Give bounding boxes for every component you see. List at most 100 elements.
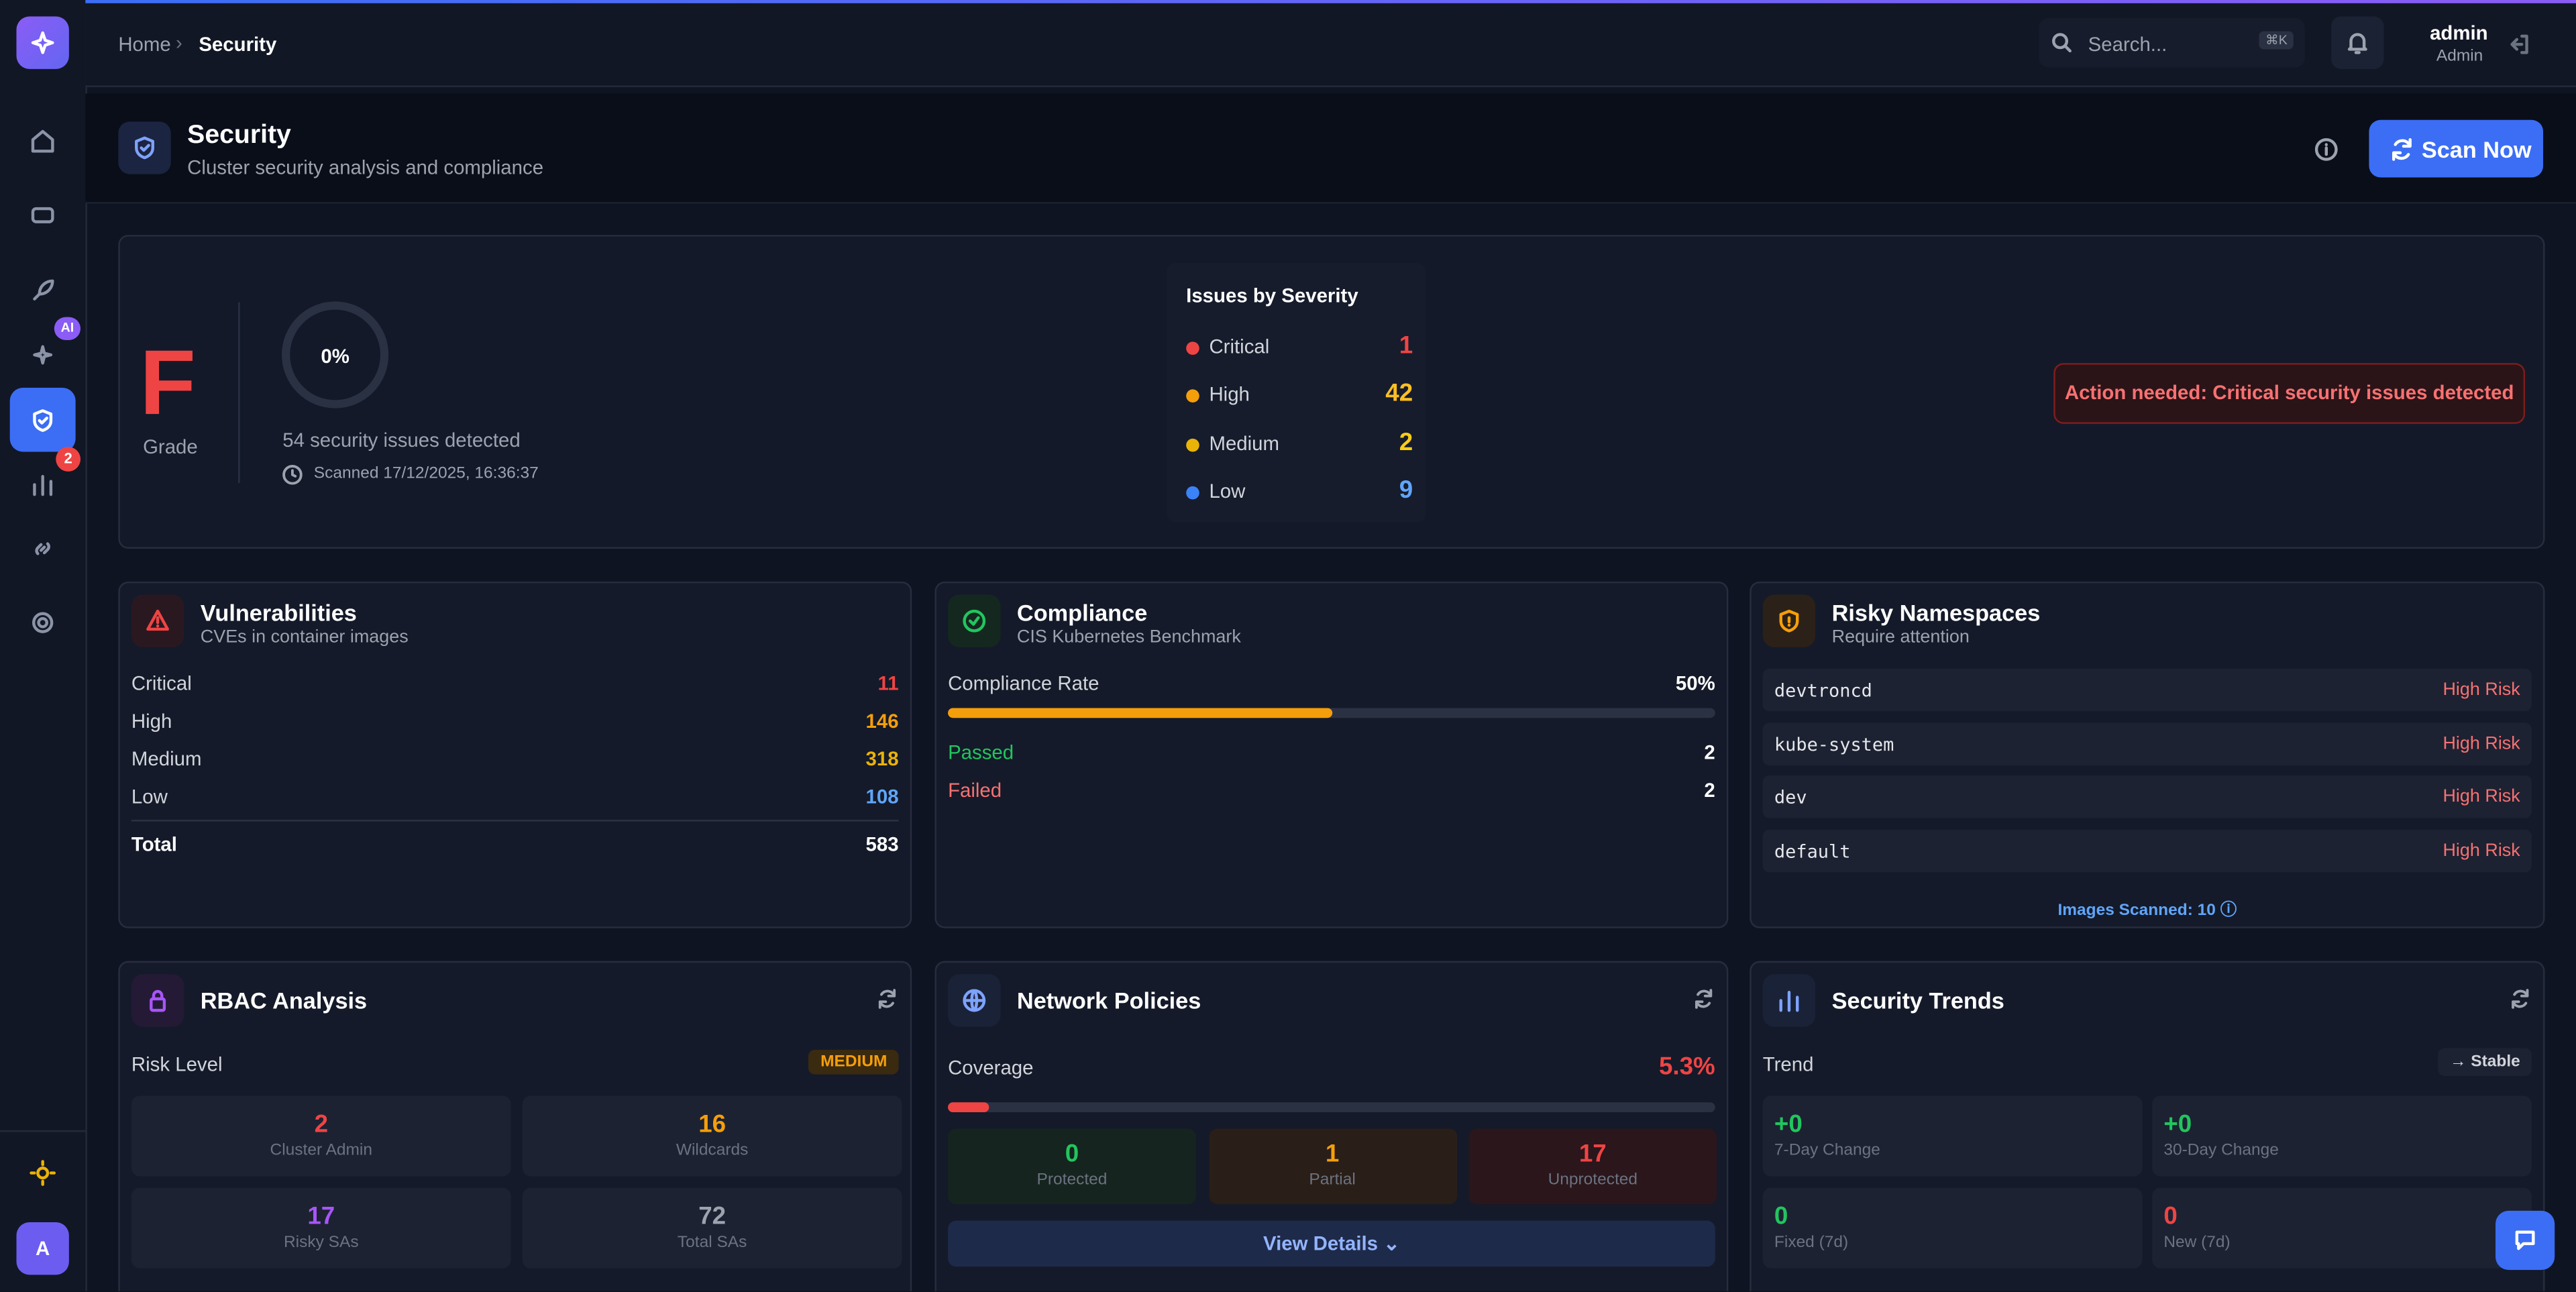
user-name: admin	[2430, 21, 2488, 45]
card-title: Vulnerabilities	[200, 599, 357, 627]
nav-metrics[interactable]	[16, 470, 68, 499]
severity-dot	[1186, 390, 1199, 403]
theme-toggle[interactable]	[16, 1159, 68, 1188]
view-details-text: View Details	[1263, 1232, 1379, 1256]
trend-stat: 0 New (7d)	[2152, 1187, 2532, 1269]
refresh[interactable]	[2509, 987, 2532, 1010]
nav-security[interactable]	[9, 387, 76, 452]
scan-now-button[interactable]: Scan Now	[2369, 119, 2544, 178]
namespace-risk: High Risk	[2443, 787, 2520, 807]
refresh[interactable]	[1692, 987, 1715, 1010]
chat-button[interactable]	[2496, 1210, 2555, 1271]
coverage-value: 5.3%	[1658, 1053, 1715, 1081]
view-details-label: View Details ⌄	[1263, 1232, 1400, 1256]
vuln-row: Medium 318	[131, 747, 899, 773]
network-stat: 1 Partial	[1208, 1128, 1457, 1205]
info-button[interactable]	[2312, 135, 2341, 164]
rate-bar	[948, 708, 1332, 718]
severity-count: 1	[1399, 331, 1413, 360]
rbac-stat: 17 Risky SAs	[131, 1187, 511, 1269]
risk-badge: MEDIUM	[808, 1049, 899, 1075]
stat-value: 17	[307, 1202, 335, 1231]
breadcrumb-home[interactable]: Home	[118, 32, 171, 56]
namespace-row: dev High Risk	[1762, 775, 2532, 819]
severity-panel: Issues by Severity Critical 1 High 42 Medium…	[1166, 262, 1426, 523]
severity-label: Low	[1209, 479, 1246, 503]
compliance-card: Compliance CIS Kubernetes Benchmark Comp…	[934, 581, 1729, 928]
network-stat: 17 Unprotected	[1468, 1128, 1717, 1205]
stat-value: 0	[1774, 1202, 1788, 1231]
stat-label: New (7d)	[2163, 1234, 2231, 1252]
namespaces-icon	[1762, 594, 1816, 647]
scan-now-label: Scan Now	[2421, 136, 2532, 163]
namespace-row: devtroncd High Risk	[1762, 668, 2532, 712]
compliance-label: Passed	[948, 741, 1014, 764]
card-subtitle: CIS Kubernetes Benchmark	[1016, 627, 1241, 647]
header-icon	[118, 121, 171, 174]
severity-dot	[1186, 486, 1199, 500]
nav-links[interactable]	[16, 534, 68, 563]
card-subtitle: CVEs in container images	[200, 627, 409, 647]
rate-label: Compliance Rate	[948, 671, 1099, 695]
total-label: Total	[131, 832, 177, 856]
card-title: Security Trends	[1831, 987, 2004, 1014]
namespace-risk: High Risk	[2443, 841, 2520, 861]
logout[interactable]	[2504, 30, 2533, 59]
namespace-row: default High Risk	[1762, 829, 2532, 872]
card-subtitle: Require attention	[1831, 627, 1970, 647]
stat-value: +0	[1774, 1110, 1803, 1139]
avatar[interactable]: A	[16, 1222, 69, 1275]
nav-settings[interactable]	[16, 608, 68, 637]
vuln-value: 146	[865, 709, 899, 733]
grade-label: Grade	[143, 435, 198, 459]
card-title: Compliance	[1016, 599, 1148, 627]
severity-count: 42	[1385, 380, 1413, 409]
topbar: Home › Security Search... ⌘K admin Admin	[85, 3, 2576, 87]
vuln-icon	[131, 594, 184, 647]
network-card: Network Policies Coverage 5.3% 0 Protecte…	[934, 961, 1729, 1291]
issues-detected: 54 security issues detected	[282, 429, 521, 452]
rbac-card: RBAC Analysis Risk Level MEDIUM 2 Cluster…	[118, 961, 912, 1291]
namespace-row: kube-system High Risk	[1762, 722, 2532, 765]
severity-title: Issues by Severity	[1186, 284, 1358, 307]
risk-label: Risk Level	[131, 1053, 223, 1077]
stat-label: 7-Day Change	[1774, 1142, 1880, 1160]
stat-label: Total SAs	[677, 1234, 747, 1252]
vuln-row: Critical 11	[131, 672, 899, 698]
namespace-name: default	[1774, 841, 1851, 863]
logo[interactable]	[16, 16, 69, 69]
trends-icon	[1762, 974, 1816, 1027]
stat-value: 17	[1578, 1140, 1607, 1169]
stat-label: Fixed (7d)	[1774, 1234, 1849, 1252]
network-stat: 0 Protected	[948, 1128, 1196, 1205]
trend-label: Trend	[1762, 1053, 1814, 1077]
nav-home[interactable]	[16, 127, 68, 156]
sidebar: AI 2 A	[0, 0, 87, 1291]
vuln-label: Critical	[131, 671, 192, 695]
trends-card: Security Trends Trend → Stable +0 7-Day C…	[1750, 961, 2545, 1291]
search-box[interactable]: Search... ⌘K	[2039, 17, 2305, 68]
trend-value: Stable	[2471, 1053, 2520, 1071]
vuln-row: Low 108	[131, 786, 899, 812]
summary-card: F Grade 0% 54 security issues detected S…	[118, 235, 2545, 549]
nav-deploy[interactable]	[16, 276, 68, 305]
stat-value: 2	[314, 1110, 328, 1139]
notifications[interactable]	[2331, 16, 2384, 69]
stat-value: 0	[1065, 1140, 1079, 1169]
score-label: 0%	[321, 345, 350, 368]
vuln-value: 11	[877, 671, 899, 695]
stat-value: 1	[1325, 1140, 1340, 1169]
score-ring	[282, 301, 389, 409]
compliance-value: 2	[1704, 741, 1715, 764]
compliance-icon	[948, 594, 1001, 647]
nav-ai[interactable]	[16, 340, 68, 370]
alert-badge: 2	[56, 447, 81, 472]
view-details-button[interactable]: View Details ⌄	[948, 1220, 1715, 1267]
card-title: Network Policies	[1016, 987, 1201, 1014]
divider	[0, 1130, 86, 1132]
refresh[interactable]	[875, 987, 898, 1010]
compliance-value: 2	[1704, 778, 1715, 802]
score-track	[282, 301, 389, 409]
compliance-label: Failed	[948, 778, 1002, 802]
nav-storage[interactable]	[16, 201, 68, 230]
